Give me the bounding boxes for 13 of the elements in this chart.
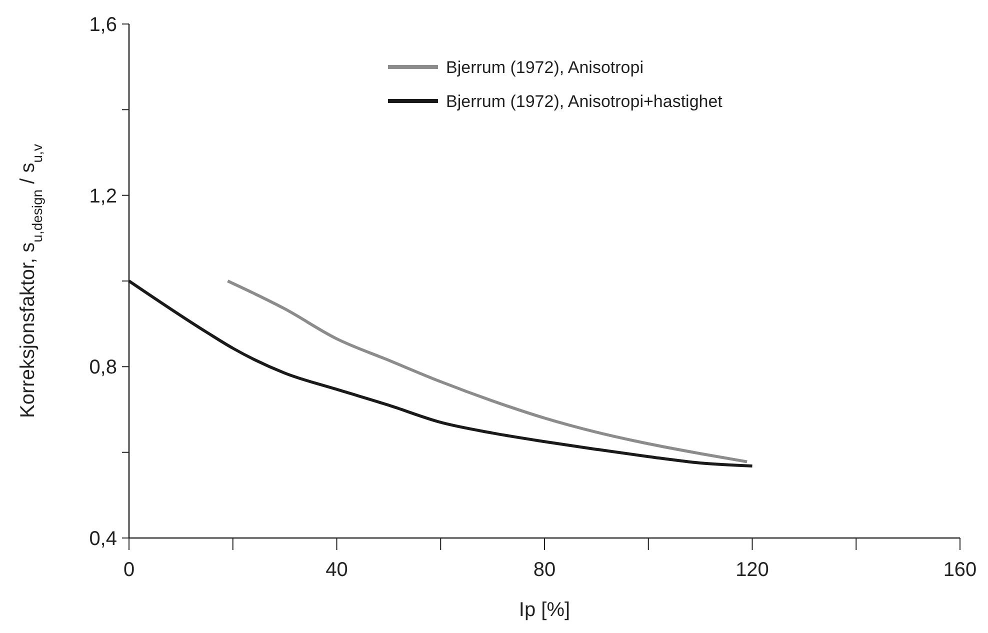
x-tick-label: 40 [326,559,348,581]
x-tick-label: 80 [533,559,556,581]
x-axis-title: Ip [%] [518,599,570,621]
x-tick-label: 120 [736,559,769,581]
legend-label: Bjerrum (1972), Anisotropi+hastighet [446,92,723,111]
y-tick-label: 1,6 [89,14,117,36]
x-tick-label: 160 [943,559,977,581]
y-tick-label: 1,2 [89,185,117,208]
y-tick-label: 0,4 [89,528,117,550]
y-tick-label: 0,8 [89,356,117,379]
line-series [226,280,749,464]
legend-label: Bjerrum (1972), Anisotropi [446,58,644,77]
x-tick-label: 0 [123,559,135,581]
